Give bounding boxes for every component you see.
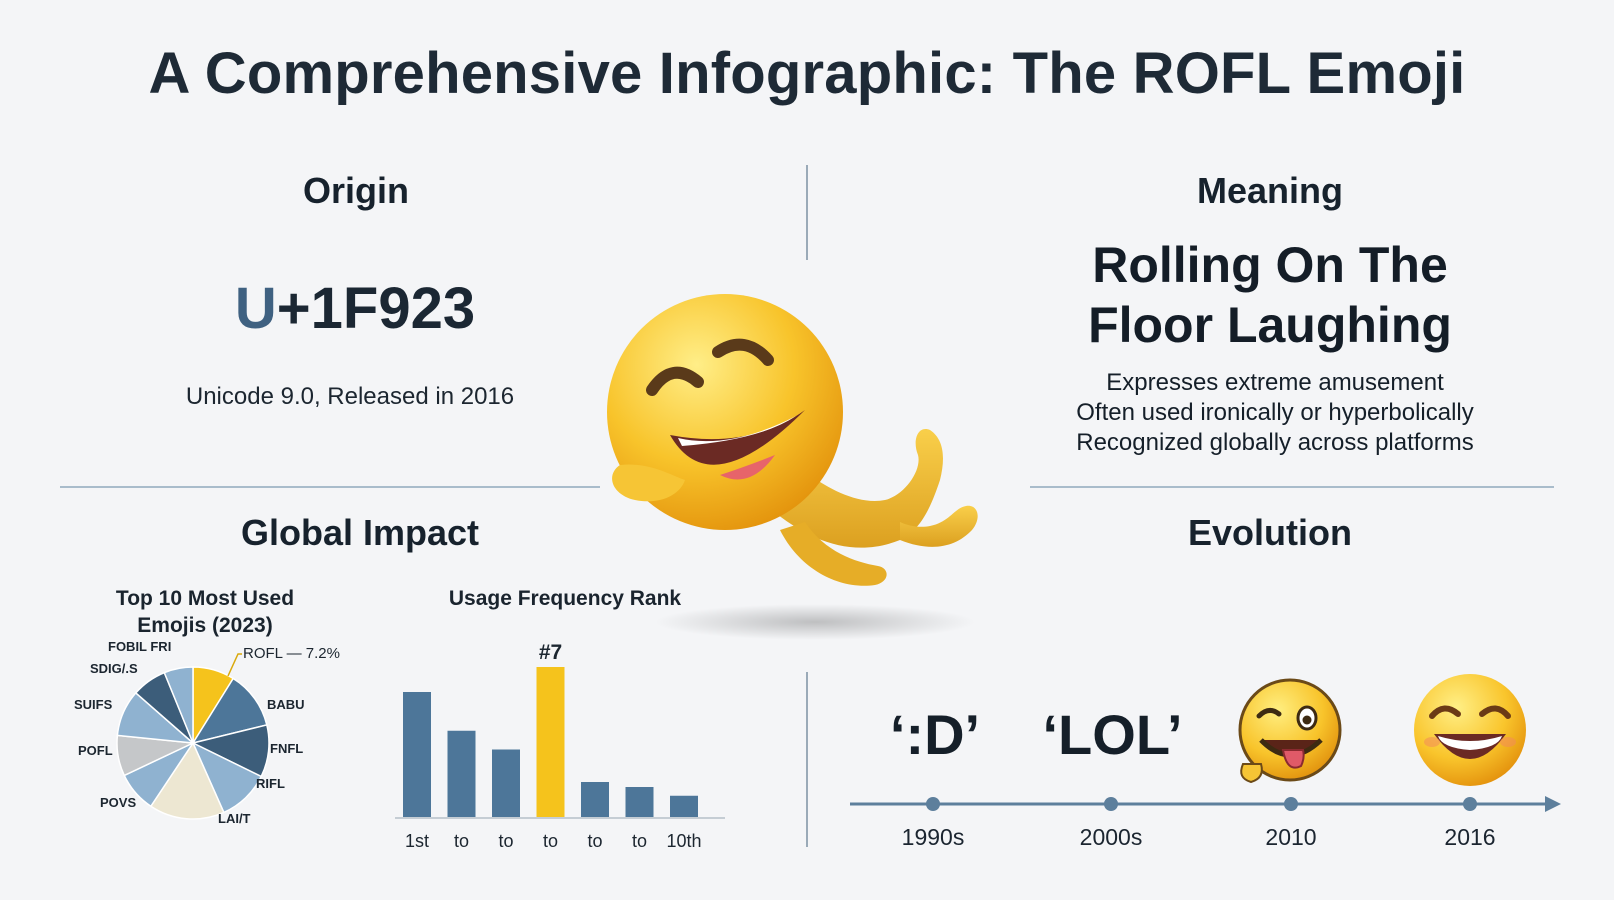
- pie-chart: FOBIL FRI SDIG/.S SUIFS POFL POVS LAI/T RIFL FN…: [74, 640, 340, 826]
- pie-label: POFL: [78, 743, 113, 758]
- origin-subtitle: Unicode 9.0, Released in 2016: [185, 383, 515, 410]
- pie-slice: [163, 666, 194, 744]
- divider-right: [1030, 486, 1554, 488]
- bar-tick-label: to: [498, 831, 513, 851]
- timeline-point: [1284, 797, 1298, 811]
- bar-tick-label: 1st: [405, 831, 429, 851]
- evolution-heading: Evolution: [1188, 512, 1352, 553]
- meaning-line-2: Floor Laughing: [1088, 297, 1452, 353]
- bar: [403, 692, 431, 817]
- pie-slice: [191, 677, 268, 745]
- bar-tick-label: to: [454, 831, 469, 851]
- pie-label: RIFL: [256, 776, 285, 791]
- pie-label: ROFL — 7.2%: [243, 645, 340, 662]
- unicode-codepoint: U+1F923: [150, 275, 560, 342]
- laughing-emoji-icon: [1414, 674, 1526, 786]
- divider-bottom-center: [806, 672, 808, 847]
- bar: [536, 667, 565, 817]
- evolution-timeline: [850, 796, 1561, 812]
- codepoint-rest: +1F923: [276, 276, 476, 341]
- meaning-bullet: Recognized globally across platforms: [1076, 429, 1474, 456]
- origin-heading: Origin: [303, 170, 409, 211]
- winking-tongue-emoji-icon: [1238, 678, 1342, 784]
- bar-chart: 1st to to to #7 to to 10th: [395, 641, 725, 851]
- meaning-bullet: Expresses extreme amusement: [1106, 369, 1444, 396]
- pie-label: BABU: [267, 697, 305, 712]
- evolution-label: ‘:D’: [889, 703, 981, 766]
- codepoint-prefix: U: [234, 276, 277, 341]
- impact-heading: Global Impact: [240, 512, 480, 553]
- pie-leader-line: [227, 653, 242, 677]
- pie-title-line-1: Top 10 Most Used: [115, 587, 295, 610]
- divider-top-center: [806, 165, 808, 260]
- meaning-expansion: Rolling On The Floor Laughing: [1020, 235, 1520, 355]
- timeline-year: 2000s: [1079, 824, 1143, 850]
- timeline-year: 2010: [1265, 824, 1317, 850]
- bar: [625, 787, 654, 817]
- pie-slice: [149, 741, 225, 820]
- timeline-point: [1104, 797, 1118, 811]
- bar-tick-label: to: [632, 831, 647, 851]
- pie-label: SDIG/.S: [90, 661, 138, 676]
- bar-tick-label: to: [587, 831, 602, 851]
- timeline-point: [1463, 797, 1477, 811]
- meaning-bullet: Often used ironically or hyperbolically: [1076, 399, 1474, 426]
- timeline-point: [926, 797, 940, 811]
- bar-data-label: #7: [539, 641, 562, 664]
- bar: [492, 749, 520, 817]
- meaning-line-1: Rolling On The: [1092, 237, 1448, 293]
- timeline-year: 2016: [1444, 824, 1496, 850]
- pie-label: SUIFS: [74, 697, 113, 712]
- meaning-bullets: Expresses extreme amusement Often used i…: [1010, 368, 1540, 458]
- bar-tick-label: to: [543, 831, 558, 851]
- pie-label: POVS: [100, 795, 136, 810]
- pie-label: LAI/T: [218, 811, 251, 826]
- pie-title-line-2: Emojis (2023): [137, 614, 273, 637]
- bar-chart-title: Usage Frequency Rank: [448, 587, 682, 610]
- bar: [447, 730, 476, 817]
- divider-left: [60, 486, 600, 488]
- rofl-emoji-illustration-icon: [607, 294, 978, 640]
- bar-tick-label: 10th: [666, 831, 701, 851]
- pie-label: FNFL: [270, 741, 303, 756]
- pie-label: FOBIL FRI: [108, 640, 171, 654]
- pie-chart-title: Top 10 Most Used Emojis (2023): [80, 585, 330, 639]
- evolution-label: ‘LOL’: [1042, 703, 1183, 766]
- bar: [670, 795, 698, 817]
- meaning-heading: Meaning: [1196, 170, 1343, 211]
- timeline-year: 1990s: [901, 824, 965, 850]
- bar: [581, 782, 609, 817]
- page-title: A Comprehensive Infographic: The ROFL Em…: [148, 41, 1466, 106]
